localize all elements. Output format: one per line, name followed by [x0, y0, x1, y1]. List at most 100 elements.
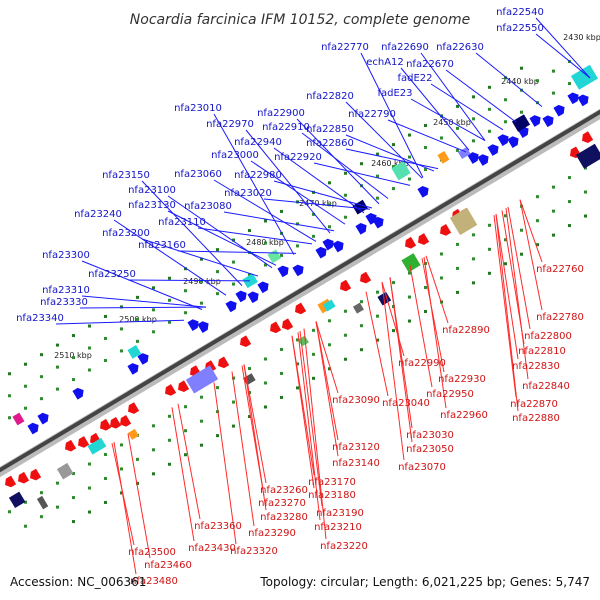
track-dot	[40, 375, 43, 379]
track-dot	[536, 243, 539, 247]
gene-label-top: nfa23080	[184, 201, 232, 212]
label-leader	[505, 208, 529, 380]
label-leader	[400, 67, 470, 151]
track-dot	[344, 309, 347, 313]
gene-box	[457, 146, 471, 159]
label-leader	[423, 256, 447, 409]
track-dot	[248, 229, 251, 233]
track-dot	[152, 448, 155, 452]
track-dot	[408, 155, 411, 159]
track-dot	[120, 491, 123, 495]
track-dot	[200, 443, 203, 447]
track-dot	[216, 270, 219, 274]
track-dot	[392, 143, 395, 147]
label-leader	[389, 277, 413, 443]
track-dot	[296, 386, 299, 390]
track-dot	[472, 95, 475, 99]
gene-arrow	[5, 475, 17, 488]
gene-arrow	[507, 136, 519, 148]
gene-label-bottom: nfa23210	[314, 522, 362, 533]
gene-label-top: nfa23130	[128, 200, 176, 211]
gene-label-top: nfa22970	[206, 119, 254, 130]
track-dot	[504, 214, 507, 218]
gene-box	[352, 199, 368, 215]
gene-arrow	[72, 387, 84, 400]
gene-arrow	[18, 471, 30, 484]
gene-box	[36, 495, 49, 510]
track-dot	[536, 195, 539, 199]
track-dot	[472, 257, 475, 261]
track-dot	[264, 357, 267, 361]
track-dot	[312, 352, 315, 356]
track-dot	[168, 438, 171, 442]
track-dot	[456, 126, 459, 130]
gene-arrow	[292, 264, 304, 277]
track-dot	[200, 279, 203, 283]
track-dot	[264, 381, 267, 385]
label-leader	[231, 371, 255, 527]
gene-label-bottom: nfa23140	[332, 458, 380, 469]
track-dot	[488, 129, 491, 133]
track-dot	[376, 314, 379, 318]
kbp-tick-label: 2430 kbp	[563, 33, 600, 42]
track-dot	[536, 219, 539, 223]
track-dot	[504, 262, 507, 266]
gene-arrow	[355, 223, 367, 235]
gene-box	[401, 253, 421, 273]
gene-box	[570, 64, 598, 90]
genome-backbone	[0, 108, 600, 478]
gene-arrow	[582, 131, 594, 143]
gene-arrow	[165, 384, 177, 396]
track-dot	[264, 263, 267, 267]
gene-label-bottom: nfa22930	[438, 374, 486, 385]
gene-arrow	[340, 279, 352, 292]
track-dot	[376, 290, 379, 294]
label-leader	[171, 407, 195, 542]
label-leader	[297, 332, 321, 521]
label-leader	[445, 69, 517, 123]
track-dot	[184, 267, 187, 271]
label-leader	[303, 328, 327, 540]
gene-box	[391, 161, 411, 181]
gene-label-top: nfa22900	[257, 108, 305, 119]
gene-arrow	[567, 92, 579, 105]
track-dot	[296, 222, 299, 226]
track-dot	[104, 358, 107, 362]
gene-box	[437, 151, 450, 164]
track-dot	[232, 400, 235, 404]
track-dot	[392, 281, 395, 285]
track-dot	[360, 324, 363, 328]
label-leader	[421, 258, 445, 373]
gene-label-bottom: nfa22880	[512, 413, 560, 424]
track-dot	[376, 196, 379, 200]
gene-label-top: nfa23330	[40, 297, 88, 308]
track-dot	[344, 333, 347, 337]
label-leader	[430, 83, 504, 131]
label-leader	[420, 52, 486, 141]
gene-arrow	[440, 224, 452, 236]
gene-arrow	[497, 134, 509, 146]
gene-label-bottom: nfa22810	[518, 346, 566, 357]
track-dot	[136, 295, 139, 299]
kbp-tick-label: 2510 kbp	[54, 351, 92, 360]
track-dot	[584, 190, 587, 194]
track-dot	[504, 238, 507, 242]
label-leader	[141, 238, 259, 277]
label-leader	[301, 132, 389, 199]
gene-box	[511, 114, 531, 132]
label-leader	[55, 319, 185, 325]
gene-label-top: nfa23160	[138, 240, 186, 251]
label-leader	[127, 279, 251, 282]
label-leader	[177, 250, 297, 254]
gene-arrow	[120, 415, 132, 427]
track-dot	[56, 365, 59, 369]
label-leader	[365, 291, 389, 397]
track-dot	[552, 233, 555, 237]
track-dot	[88, 462, 91, 466]
gene-label-top: nfa23200	[102, 228, 150, 239]
gene-arrow	[247, 291, 259, 304]
gene-arrow	[37, 412, 49, 425]
gene-label-top: nfa22770	[321, 42, 369, 53]
track-dot	[408, 133, 411, 137]
